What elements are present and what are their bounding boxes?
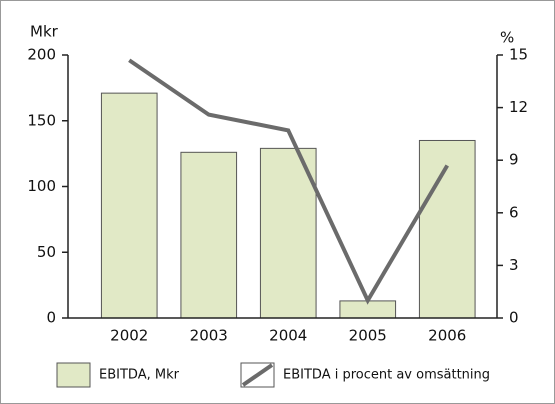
bar bbox=[259, 147, 317, 319]
x-tick-label: 2004 bbox=[269, 327, 307, 345]
legend-label: EBITDA, Mkr bbox=[99, 368, 180, 383]
x-tick-label: 2003 bbox=[190, 327, 228, 345]
x-tick-label: 2006 bbox=[428, 327, 466, 345]
legend-swatch bbox=[56, 362, 91, 388]
legend-swatch-line bbox=[241, 363, 274, 387]
y2-tick-label: 12 bbox=[509, 98, 528, 116]
y2-tick-label: 0 bbox=[509, 309, 519, 327]
x-tick-label: 2002 bbox=[110, 327, 148, 345]
y-tick-label: 100 bbox=[27, 177, 56, 195]
y2-tick-label: 6 bbox=[509, 203, 519, 221]
y2-tick-label: 9 bbox=[509, 151, 519, 169]
y-tick-label: 200 bbox=[27, 46, 56, 64]
y-tick-label: 150 bbox=[27, 111, 56, 129]
y2-axis-label: % bbox=[500, 29, 514, 47]
y2-tick-label: 3 bbox=[509, 256, 519, 274]
line bbox=[128, 58, 449, 305]
bar bbox=[100, 92, 158, 319]
y-tick-label: 0 bbox=[46, 309, 56, 327]
y-axis-label: Mkr bbox=[30, 23, 59, 41]
y-tick-label: 50 bbox=[37, 243, 56, 261]
bar bbox=[180, 151, 238, 319]
legend-label: EBITDA i procent av omsättning bbox=[283, 368, 490, 383]
x-tick-label: 2005 bbox=[349, 327, 387, 345]
y2-tick-label: 15 bbox=[509, 46, 528, 64]
